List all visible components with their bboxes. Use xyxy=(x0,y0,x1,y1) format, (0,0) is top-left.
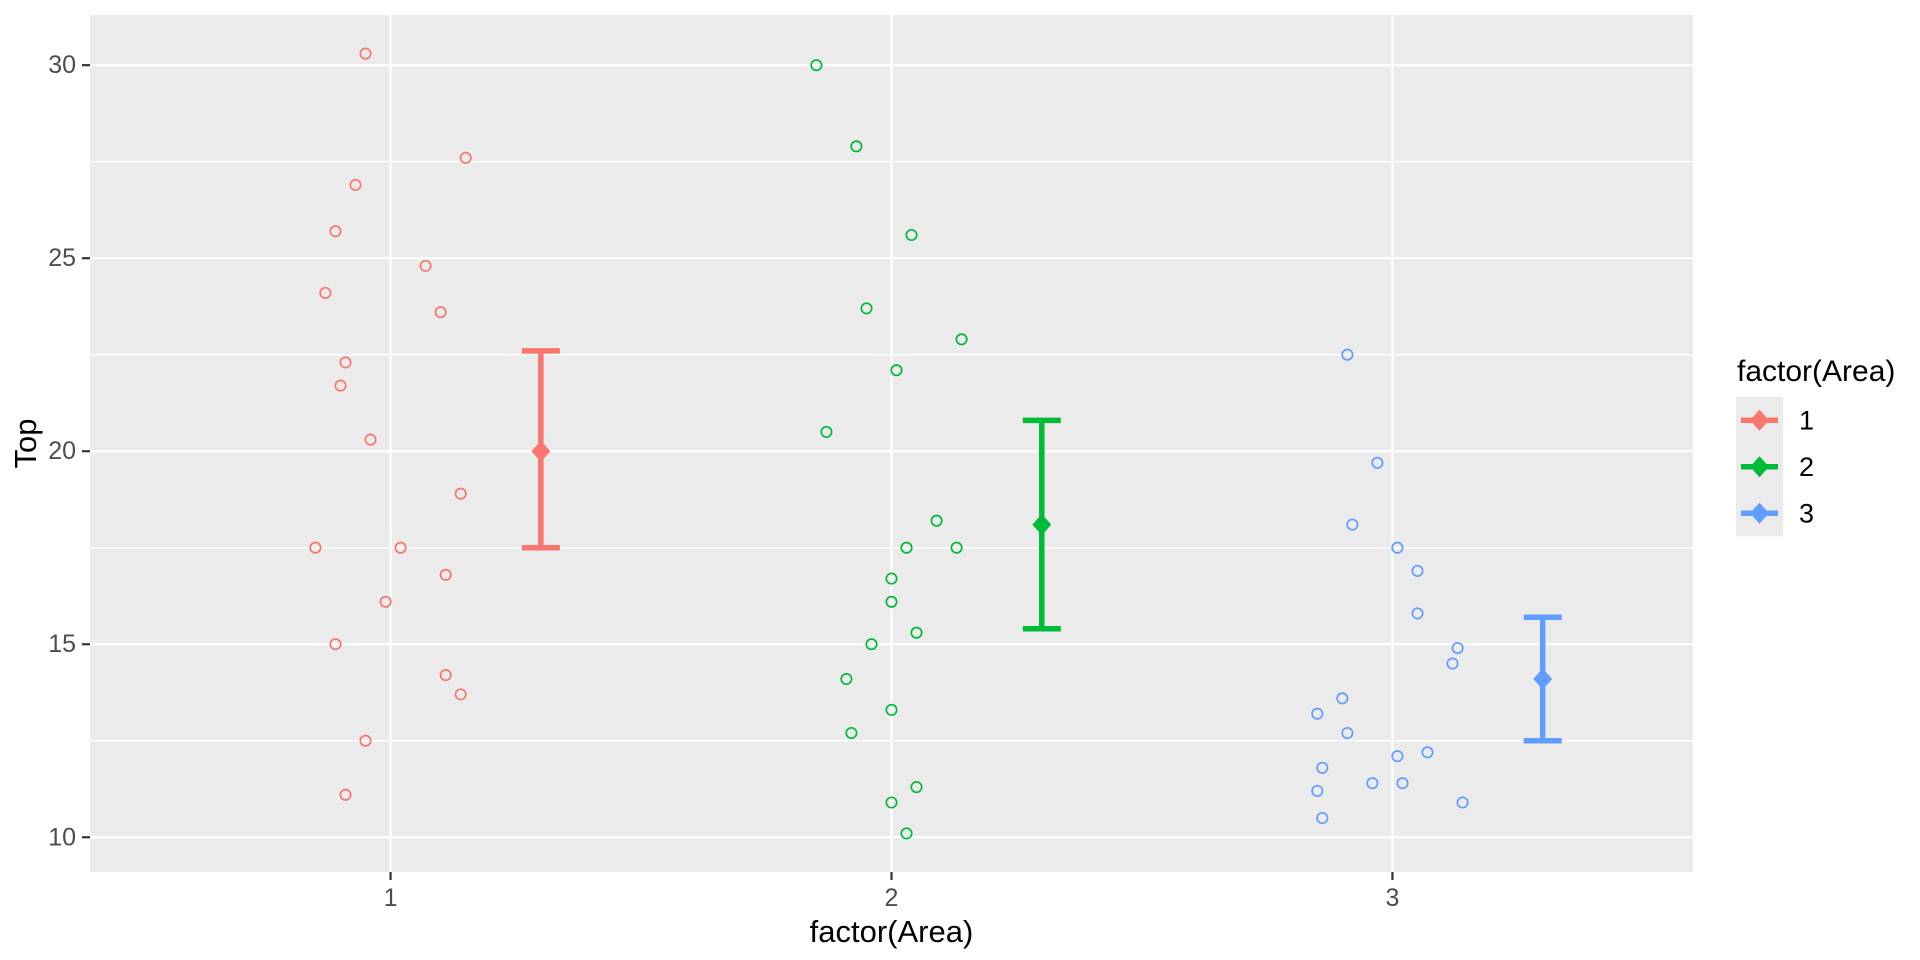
data-point xyxy=(419,259,432,272)
data-point xyxy=(840,672,853,686)
data-point xyxy=(900,541,913,554)
data-point xyxy=(1391,541,1404,554)
data-point xyxy=(820,425,833,438)
data-point xyxy=(1341,348,1354,361)
data-point xyxy=(885,595,898,608)
series-2 xyxy=(810,59,1061,840)
mean-point xyxy=(1032,514,1052,536)
data-point xyxy=(329,638,342,651)
legend-key-point xyxy=(1750,456,1769,478)
data-point xyxy=(1456,796,1469,809)
legend-key-2: 2 xyxy=(1736,443,1814,490)
data-point xyxy=(364,433,377,446)
legend-key-point xyxy=(1750,502,1769,524)
legend-entry-label: 3 xyxy=(1799,498,1814,528)
data-point xyxy=(930,514,943,527)
data-point xyxy=(865,638,878,651)
gridlines xyxy=(90,15,1693,872)
legend-entry-label: 2 xyxy=(1799,452,1814,482)
axis-tick-labels: 1 2 3 10 15 20 25 30 xyxy=(48,51,1399,912)
data-point xyxy=(910,781,923,794)
x-tick-label-3: 3 xyxy=(1385,884,1399,912)
legend: factor(Area) 1 2 3 xyxy=(1736,355,1895,537)
data-point xyxy=(1446,657,1459,670)
mean-point xyxy=(531,440,551,462)
legend-key-point xyxy=(1750,409,1769,431)
data-point xyxy=(434,306,447,319)
data-point xyxy=(459,151,472,164)
data-point xyxy=(439,669,452,682)
x-axis-title: factor(Area) xyxy=(810,914,974,949)
pointrange-area-1 xyxy=(521,348,560,551)
data-point xyxy=(810,59,823,72)
data-point xyxy=(309,541,322,554)
data-point xyxy=(1316,811,1329,825)
y-tick-label-15: 15 xyxy=(48,630,76,658)
y-tick-label-25: 25 xyxy=(48,244,76,272)
legend-entry-label: 1 xyxy=(1799,405,1814,435)
data-marks xyxy=(309,47,1562,840)
data-point xyxy=(329,225,342,238)
data-point xyxy=(845,726,858,740)
data-point xyxy=(1421,746,1434,759)
data-point xyxy=(950,541,963,554)
data-point xyxy=(955,333,968,346)
data-point xyxy=(359,734,372,747)
data-point xyxy=(319,286,332,299)
series-1 xyxy=(309,47,560,801)
y-tick-label-30: 30 xyxy=(48,51,76,79)
data-point xyxy=(885,572,898,585)
data-point xyxy=(339,356,352,369)
data-point xyxy=(1451,642,1464,655)
data-point xyxy=(1371,456,1384,469)
legend-key-1: 1 xyxy=(1736,397,1814,444)
data-point xyxy=(1396,777,1409,790)
mean-point xyxy=(1533,668,1553,690)
data-point xyxy=(850,140,863,153)
data-point xyxy=(1411,607,1424,620)
data-point xyxy=(454,487,467,500)
data-point xyxy=(1366,777,1379,790)
data-point xyxy=(379,595,392,608)
data-point xyxy=(1411,564,1424,577)
data-point xyxy=(885,796,898,809)
data-point xyxy=(1341,726,1354,740)
data-point xyxy=(900,827,913,840)
data-point xyxy=(1391,750,1404,763)
y-axis-title: Top xyxy=(8,419,43,469)
x-tick-label-1: 1 xyxy=(384,884,398,912)
pointrange-area-2 xyxy=(1022,417,1061,632)
x-tick-label-2: 2 xyxy=(885,884,899,912)
data-point xyxy=(1346,518,1359,531)
axis-ticks xyxy=(82,64,1394,880)
series-3 xyxy=(1311,348,1562,825)
data-point xyxy=(454,688,467,701)
data-point xyxy=(885,703,898,716)
data-point xyxy=(1336,692,1349,705)
legend-keys: 1 2 3 xyxy=(1736,397,1814,537)
data-point xyxy=(359,47,372,60)
data-point xyxy=(1311,784,1324,797)
data-point xyxy=(860,302,873,315)
data-point xyxy=(394,541,407,554)
data-point xyxy=(334,379,347,392)
data-point xyxy=(1311,707,1324,720)
legend-key-3: 3 xyxy=(1736,490,1814,537)
data-point xyxy=(1316,761,1329,774)
pointrange-area-3 xyxy=(1523,614,1562,744)
data-point xyxy=(910,626,923,639)
y-tick-label-10: 10 xyxy=(48,823,76,851)
data-point xyxy=(890,364,903,377)
y-tick-label-20: 20 xyxy=(48,437,76,465)
data-point xyxy=(439,568,452,581)
data-point xyxy=(349,178,362,191)
data-point xyxy=(339,788,352,801)
data-point xyxy=(905,228,918,242)
legend-title: factor(Area) xyxy=(1737,355,1895,388)
